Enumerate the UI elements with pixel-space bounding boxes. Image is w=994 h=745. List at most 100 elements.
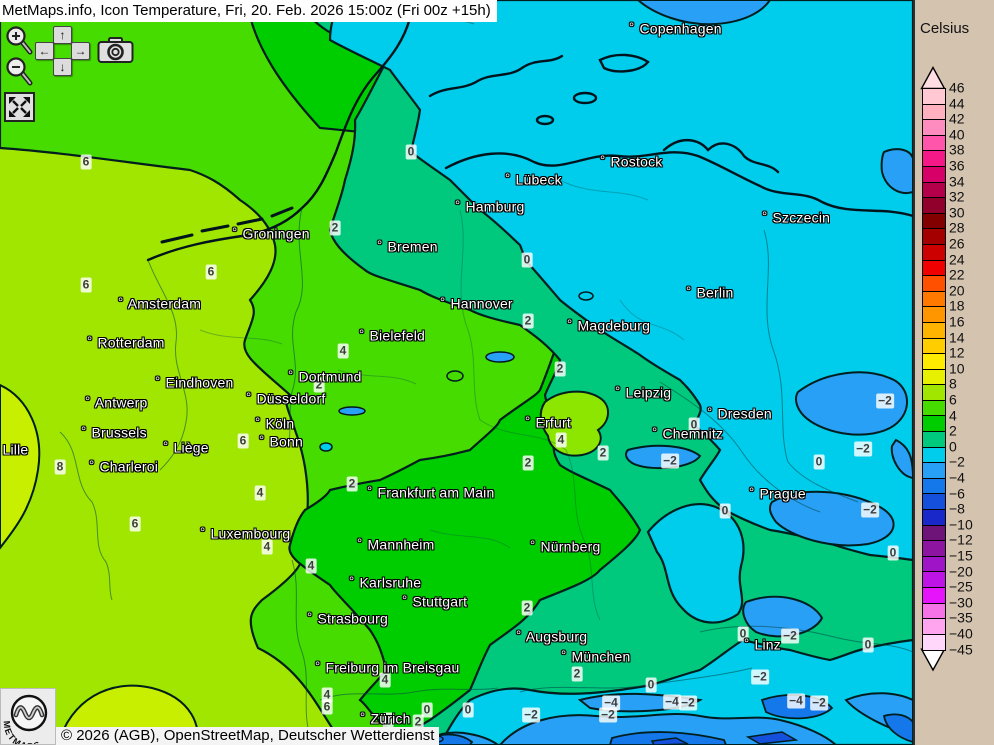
colorbar-box [923, 260, 945, 277]
colorbar-tick-label: 36 [949, 157, 965, 174]
country-borders [59, 17, 913, 743]
colorbar-box [923, 556, 945, 573]
colorbar-tick-label: −8 [949, 500, 965, 517]
colorbar-tick-label: 4 [949, 407, 957, 424]
lake [485, 351, 515, 363]
colorbar-tick-label: −2 [949, 454, 965, 471]
map-canvas[interactable]: 6 0 2 0 6 6 2 4 2 2 −2 0 4 6 −2 2 −2 2 0 8 2 4 −2 0 6 4 0 4 2 0 −2 0 2 −2… [0, 0, 913, 745]
colorbar-tick-label: −25 [949, 578, 973, 595]
pan-down-button[interactable]: ↓ [53, 58, 72, 76]
colorbar-box [923, 89, 945, 105]
colorbar-box [923, 198, 945, 214]
region-m6-m4 [882, 713, 913, 743]
state-borders [199, 179, 685, 621]
colorbar-box [923, 322, 945, 339]
colorbar-box [923, 385, 945, 401]
region-m2-0 [646, 503, 745, 624]
region-8-10 [0, 383, 41, 550]
metmaps-logo[interactable]: METMAPS [0, 688, 56, 745]
colorbar-tick-label: −20 [949, 563, 973, 580]
lake [578, 291, 594, 301]
colorbar-tick-label: 26 [949, 235, 965, 252]
pan-left-button[interactable]: ← [35, 42, 54, 60]
colorbar-tick-label: 40 [949, 126, 965, 143]
colorbar-box [923, 634, 945, 651]
temperature-field [0, 0, 913, 745]
colorbar-box [923, 244, 945, 261]
colorbar-tick-label: 16 [949, 313, 965, 330]
colorbar-tick-label: −45 [949, 641, 973, 658]
attribution-bar[interactable]: © 2026 (AGB), OpenStreetMap, Deutscher W… [56, 727, 440, 745]
colorbar-box [923, 213, 945, 230]
colorbar-tick-label: −12 [949, 532, 973, 549]
colorbar-tick-label: 14 [949, 329, 965, 346]
pan-up-button[interactable]: ↑ [53, 26, 72, 44]
zoom-in-button[interactable] [5, 25, 33, 58]
colorbar-tick-label: 18 [949, 298, 965, 315]
colorbar-box [923, 338, 945, 355]
camera-icon [107, 43, 124, 61]
screenshot-button[interactable] [97, 37, 134, 64]
colorbar-tick-label: 6 [949, 391, 957, 408]
colorbar-tick-label: 20 [949, 282, 965, 299]
colorbar-box [923, 307, 945, 323]
region-m4-m2 [880, 148, 913, 194]
colorbar-tick-label: 0 [949, 438, 957, 455]
colorbar-tick-label: 38 [949, 142, 965, 159]
fullscreen-button[interactable] [4, 92, 35, 122]
lake [319, 442, 333, 452]
colorbar-box [923, 541, 945, 557]
metmaps-logo-icon: METMAPS [2, 694, 48, 745]
colorbar-tick-label: 44 [949, 95, 965, 112]
colorbar-box [923, 104, 945, 121]
colorbar-box [923, 494, 945, 511]
scale-title: Celsius [920, 20, 970, 37]
colorbar-tick-label: 22 [949, 266, 965, 283]
region-m8-m6 [650, 737, 689, 745]
colorbar-box [923, 463, 945, 479]
region-4-6-island [446, 370, 464, 382]
colorbar-box [923, 400, 945, 417]
colorbar-tick-label: 42 [949, 110, 965, 127]
region-m4-m2 [636, 0, 772, 26]
coastline [146, 0, 913, 262]
colorbar-box [923, 619, 945, 635]
colorbar-box [923, 151, 945, 167]
colorbar-box [923, 588, 945, 604]
colorbar-box [923, 603, 945, 620]
colorbar-box [923, 432, 945, 448]
colorbar-box [923, 447, 945, 464]
temperature-scale-panel: Celsius 46 44 42 40 38 36 34 32 30 28 26 24 22 20 18 16… [913, 0, 994, 745]
zoom-out-button[interactable] [5, 56, 33, 89]
colorbar-tick-label: 2 [949, 422, 957, 439]
colorbar-box [923, 135, 945, 152]
lake [338, 406, 366, 416]
colorbar-box [923, 478, 945, 495]
pan-right-button[interactable]: → [71, 42, 90, 60]
colorbar-box [923, 525, 945, 542]
colorbar-box [923, 120, 945, 136]
colorbar-tick-label: 8 [949, 376, 957, 393]
colorbar [922, 88, 946, 652]
region-m4-m2 [795, 371, 908, 436]
colorbar-tick-label: 32 [949, 188, 965, 205]
colorbar-tick-label: −30 [949, 594, 973, 611]
region-m2-0 [328, 0, 913, 562]
plus-icon [12, 32, 20, 40]
colorbar-box [923, 572, 945, 588]
colorbar-tick-label: −6 [949, 485, 965, 502]
colorbar-box [923, 354, 945, 370]
colorbar-box [923, 182, 945, 199]
colorbar-tick-label: 46 [949, 79, 965, 96]
colorbar-tick-label: −4 [949, 469, 965, 486]
colorbar-tick-label: 34 [949, 173, 965, 190]
region-m8-m6 [745, 731, 799, 745]
colorbar-tick-label: 12 [949, 344, 965, 361]
colorbar-tick-label: −10 [949, 516, 973, 533]
colorbar-box [923, 291, 945, 308]
title-bar: MetMaps.info, Icon Temperature, Fri, 20.… [0, 0, 497, 22]
colorbar-box [923, 416, 945, 433]
colorbar-tick-label: 30 [949, 204, 965, 221]
colorbar-box [923, 276, 945, 292]
colorbar-tick-label: 24 [949, 251, 965, 268]
